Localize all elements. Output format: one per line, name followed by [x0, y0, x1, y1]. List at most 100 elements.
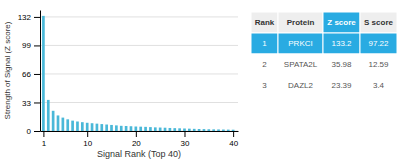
tick: 0	[27, 127, 40, 136]
tick-mark	[34, 74, 40, 75]
bar	[71, 121, 74, 131]
y-axis: 0 33 66 99 132	[18, 11, 41, 137]
tick: 66	[22, 70, 40, 79]
bar	[105, 125, 108, 131]
bar	[139, 127, 142, 131]
table-text: 12.59	[368, 60, 389, 69]
tick-label: 10	[83, 139, 92, 148]
bar	[212, 129, 215, 131]
grid-line	[40, 16, 238, 17]
tick-label: 1	[42, 139, 47, 148]
tick: 99	[22, 41, 40, 50]
bar	[125, 126, 128, 131]
table-text: 23.39	[331, 81, 352, 90]
bar	[66, 119, 69, 131]
table-cell	[278, 75, 323, 96]
tick-label: 0	[27, 127, 32, 136]
bar	[198, 129, 201, 131]
table-cell	[251, 33, 278, 54]
table: RankProteinZ scoreS score1PRKCI133.297.2…	[251, 12, 397, 96]
tick: 30	[181, 131, 190, 148]
table-text: SPATA2L	[284, 60, 318, 69]
bar	[96, 124, 99, 131]
bar	[81, 122, 84, 131]
bar	[42, 16, 45, 131]
table-cell	[360, 12, 397, 33]
table-cell	[360, 33, 397, 54]
tick-label: 30	[181, 139, 190, 148]
table-cell	[323, 54, 360, 75]
x-axis-label: Signal Rank (Top 40)	[97, 149, 181, 159]
table-cell	[278, 12, 323, 33]
tick: 10	[83, 131, 92, 148]
table-cell	[360, 54, 397, 75]
grid-line	[40, 73, 238, 74]
table-text: 3	[262, 81, 267, 90]
bar	[178, 128, 181, 131]
x-axis: 1 10 20 30 40	[41, 131, 239, 148]
table-cell	[278, 33, 323, 54]
tick: 40	[229, 131, 238, 148]
table-cell	[323, 75, 360, 96]
tick-label: 20	[132, 139, 141, 148]
table-text: Z score	[327, 18, 356, 27]
bar	[52, 111, 55, 131]
axis-line	[40, 11, 41, 132]
bar	[154, 127, 157, 131]
bar	[169, 128, 172, 131]
bar	[164, 128, 167, 131]
tick: 20	[132, 131, 141, 148]
grid-line	[40, 45, 238, 46]
table-cell	[251, 75, 278, 96]
bar	[173, 128, 176, 131]
bar	[100, 124, 103, 131]
bar	[110, 125, 113, 131]
tick-label: 66	[22, 70, 31, 79]
bar	[193, 129, 196, 131]
tick: 132	[18, 13, 40, 22]
table-text: Rank	[255, 18, 275, 27]
tick-label: 132	[18, 13, 32, 22]
tick-mark	[34, 102, 40, 103]
bar	[115, 125, 118, 131]
bar	[86, 123, 89, 131]
bar	[149, 127, 152, 131]
bar	[91, 123, 94, 131]
bar	[183, 128, 186, 131]
bar	[207, 129, 210, 131]
table-cell	[360, 75, 397, 96]
bars	[42, 16, 234, 131]
bar	[47, 100, 50, 131]
grid-line	[40, 102, 238, 103]
bar	[135, 127, 138, 131]
bar	[144, 127, 147, 131]
table-text: Protein	[287, 18, 315, 27]
tick-mark	[184, 131, 185, 137]
table-text: DAZL2	[288, 81, 313, 90]
table-text: S score	[364, 18, 393, 27]
bar	[130, 126, 133, 131]
table-cell	[323, 12, 360, 33]
table-text: 133.2	[331, 39, 352, 48]
axis-line	[41, 131, 239, 132]
table-text: 35.98	[331, 60, 352, 69]
tick-mark	[87, 131, 88, 137]
bar	[159, 128, 162, 131]
table-text: 3.4	[373, 81, 385, 90]
plot-area: 1 10 20 30 40 0 33 66 99 132	[18, 11, 239, 148]
table-text: PRKCI	[288, 39, 312, 48]
table-cell	[323, 33, 360, 54]
bar	[62, 118, 65, 131]
grid	[40, 17, 238, 131]
tick-label: 99	[22, 41, 31, 50]
bar	[76, 121, 79, 131]
table-text: 2	[262, 60, 267, 69]
tick: 33	[22, 99, 40, 108]
tick-mark	[34, 131, 40, 132]
tick-mark	[233, 131, 234, 137]
chart: 1102030400336699132Signal Rank (Top 40)S…	[0, 0, 400, 161]
table-text: 1	[262, 39, 267, 48]
bar	[188, 129, 191, 131]
bar	[120, 126, 123, 131]
tick-mark	[34, 45, 40, 46]
